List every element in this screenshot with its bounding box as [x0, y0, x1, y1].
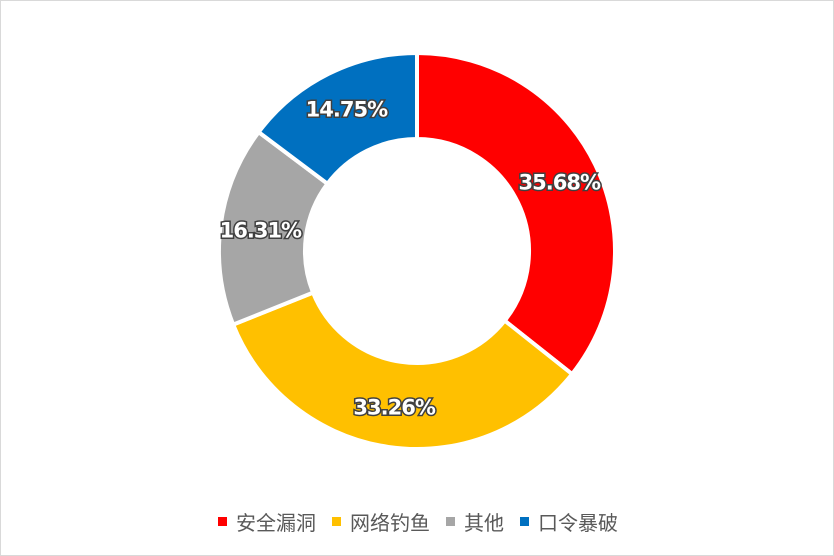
donut-slices	[217, 50, 617, 451]
legend-swatch	[218, 517, 227, 526]
slice-label-2: 33.26%	[353, 395, 435, 419]
legend-label: 口令暴破	[538, 511, 618, 535]
slice-label-4: 14.75%	[306, 98, 388, 122]
legend-label: 其他	[464, 511, 504, 535]
slice-labels: 35.68% 33.26% 16.31% 14.75%	[218, 96, 603, 421]
legend-swatch	[332, 517, 341, 526]
legend-label: 安全漏洞	[236, 511, 316, 535]
donut-slice-2	[230, 290, 575, 451]
legend-item-1: 安全漏洞	[218, 507, 316, 536]
slice-label-3: 16.31%	[220, 218, 302, 242]
donut-slice-1	[415, 50, 617, 377]
donut-chart: 35.68% 33.26% 16.31% 14.75%	[217, 50, 617, 451]
legend-item-3: 其他	[446, 507, 504, 536]
legend-item-4: 口令暴破	[520, 507, 618, 536]
slice-label-1: 35.68%	[519, 170, 601, 194]
legend-swatch	[520, 517, 529, 526]
donut-slice-4	[255, 50, 419, 187]
legend-item-2: 网络钓鱼	[332, 507, 430, 536]
legend-label: 网络钓鱼	[350, 511, 430, 535]
legend: 安全漏洞 网络钓鱼 其他 口令暴破	[1, 507, 834, 536]
legend-swatch	[446, 517, 455, 526]
